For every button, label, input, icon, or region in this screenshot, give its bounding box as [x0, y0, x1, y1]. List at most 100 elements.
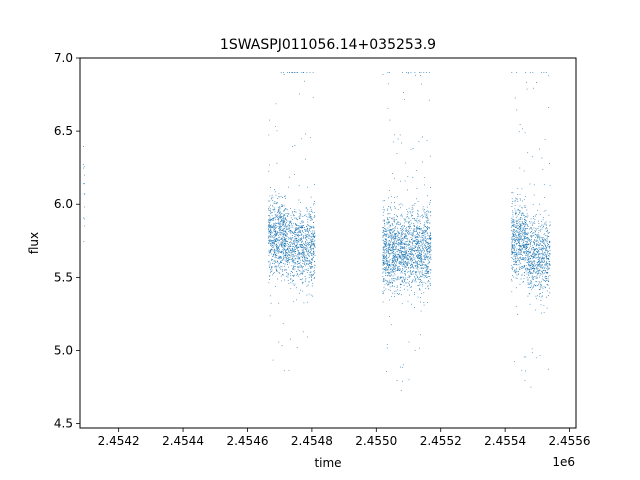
data-point: [383, 211, 385, 213]
data-point: [524, 379, 526, 381]
data-point: [522, 215, 524, 217]
data-point: [421, 228, 422, 230]
data-point: [271, 255, 273, 257]
data-point: [383, 219, 385, 221]
data-point: [84, 218, 85, 220]
data-point: [419, 249, 421, 251]
data-point: [523, 223, 525, 225]
data-point: [283, 252, 285, 254]
y-tick-label: 5.5: [54, 270, 73, 284]
data-point: [298, 233, 300, 235]
data-point: [518, 218, 520, 220]
data-point: [284, 252, 286, 254]
data-point: [306, 271, 308, 273]
data-point: [275, 225, 277, 227]
data-point: [536, 243, 538, 245]
data-point: [520, 251, 522, 253]
data-point: [410, 258, 412, 260]
data-point: [519, 252, 521, 253]
data-point: [385, 272, 387, 274]
data-point: [523, 236, 525, 238]
data-point: [382, 281, 384, 282]
data-point: [425, 273, 427, 274]
data-point: [310, 252, 312, 254]
data-point: [313, 203, 315, 204]
data-point: [274, 240, 276, 242]
data-point: [279, 225, 281, 227]
data-point: [412, 256, 414, 258]
data-point: [429, 243, 431, 245]
data-point: [291, 247, 293, 249]
data-point: [410, 285, 412, 287]
data-point: [308, 231, 309, 233]
data-point: [390, 225, 392, 227]
data-point: [389, 290, 391, 292]
data-point: [289, 245, 291, 247]
data-point: [291, 212, 293, 214]
data-point: [389, 236, 391, 238]
data-point: [299, 279, 301, 280]
data-point: [421, 285, 423, 287]
data-point: [312, 265, 314, 267]
data-point: [383, 286, 385, 288]
data-point: [294, 268, 296, 270]
data-point: [405, 227, 407, 229]
data-point: [296, 240, 298, 242]
data-point: [536, 298, 537, 300]
data-point: [535, 309, 537, 311]
data-point: [294, 253, 296, 254]
data-point: [298, 227, 300, 229]
data-point: [383, 277, 385, 279]
data-point: [517, 219, 519, 221]
data-point: [541, 260, 543, 262]
data-point: [388, 245, 390, 247]
data-point: [532, 233, 534, 234]
data-point: [290, 259, 292, 261]
data-point: [388, 272, 390, 274]
data-point: [424, 247, 426, 249]
data-point: [382, 268, 384, 270]
data-point: [298, 228, 300, 230]
data-point: [404, 245, 405, 247]
data-point: [268, 209, 270, 211]
data-point: [540, 220, 542, 222]
data-point: [409, 254, 411, 256]
data-point: [413, 223, 415, 225]
data-point: [519, 218, 521, 220]
data-point: [285, 238, 287, 239]
data-point: [538, 263, 540, 265]
data-point: [523, 251, 525, 253]
data-point: [541, 240, 543, 242]
data-point: [527, 282, 529, 284]
data-point: [281, 230, 283, 232]
data-point: [514, 253, 516, 255]
data-point: [298, 217, 300, 219]
data-point: [524, 231, 525, 233]
data-point: [407, 276, 409, 278]
data-point: [421, 245, 423, 247]
data-point: [513, 225, 515, 227]
data-point: [280, 226, 282, 227]
data-point: [424, 213, 426, 215]
data-point: [418, 236, 420, 238]
data-point: [314, 216, 316, 218]
data-point: [404, 256, 406, 258]
data-point: [307, 247, 309, 249]
data-point: [517, 230, 519, 232]
data-point: [430, 250, 432, 252]
data-point: [386, 280, 388, 282]
data-point: [523, 241, 525, 243]
data-point: [416, 242, 418, 244]
data-point: [525, 241, 527, 243]
data-point: [531, 266, 533, 267]
data-point: [308, 237, 310, 239]
data-point: [428, 99, 430, 101]
data-point: [395, 243, 397, 245]
data-point: [307, 284, 309, 286]
data-point: [513, 255, 515, 257]
data-point: [548, 232, 550, 233]
data-point: [400, 228, 402, 230]
data-point: [394, 259, 396, 261]
data-point: [533, 270, 535, 272]
data-point: [298, 231, 300, 233]
